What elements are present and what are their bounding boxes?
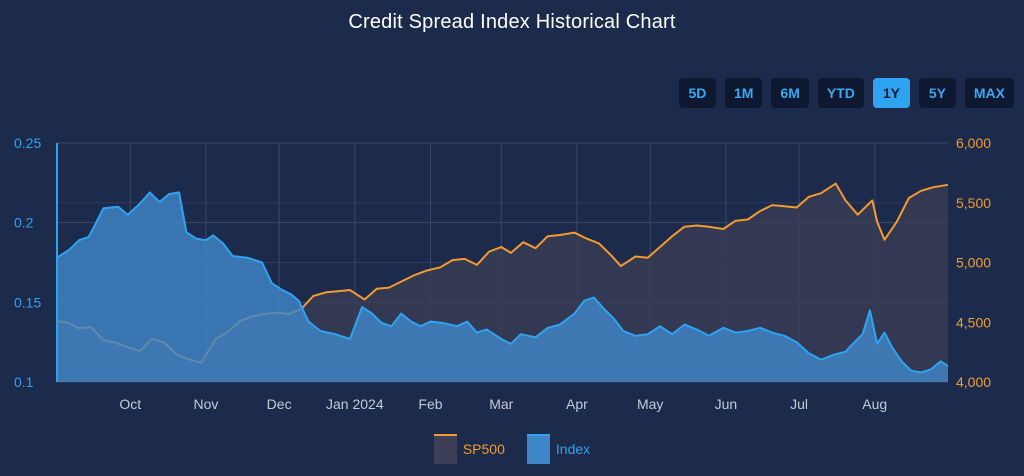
right-tick-label: 5,500	[956, 195, 991, 211]
index-line	[56, 191, 949, 374]
legend-item-index[interactable]: Index	[526, 434, 591, 464]
left-tick-label: 0.15	[14, 294, 41, 310]
index-legend-label: Index	[555, 441, 591, 457]
range-5d-button[interactable]: 5D	[678, 78, 716, 108]
x-tick-label: Jul	[790, 396, 808, 412]
right-tick-label: 4,500	[956, 314, 991, 330]
legend: SP500 Index	[0, 434, 1024, 464]
left-tick-label: 0.1	[14, 374, 34, 390]
range-selector: 5D 1M 6M YTD 1Y 5Y MAX	[678, 78, 1014, 108]
left-tick-label: 0.25	[14, 135, 41, 151]
x-tick-label: Dec	[267, 396, 292, 412]
x-axis-ticks: Oct Nov Dec Jan 2024 Feb Mar Apr May Jun Jul Aug	[119, 396, 887, 412]
chart-title: Credit Spread Index Historical Chart	[348, 11, 676, 33]
x-tick-label: Jan 2024	[326, 396, 384, 412]
x-tick-label: Nov	[193, 396, 218, 412]
range-6m-button[interactable]: 6M	[771, 78, 809, 108]
sp500-swatch	[433, 434, 457, 464]
sp500-legend-label: SP500	[462, 441, 505, 457]
right-axis-ticks: 4,000 4,500 5,000 5,500 6,000	[956, 135, 991, 390]
range-1m-button[interactable]: 1M	[724, 78, 763, 108]
x-tick-label: May	[637, 396, 663, 412]
series-layer	[56, 143, 949, 382]
right-tick-label: 5,000	[956, 255, 991, 271]
range-5y-button[interactable]: 5Y	[918, 78, 956, 108]
index-swatch	[526, 434, 550, 464]
x-tick-label: Oct	[119, 396, 141, 412]
left-tick-label: 0.2	[14, 215, 34, 231]
range-1y-button[interactable]: 1Y	[872, 78, 910, 108]
x-tick-label: Apr	[566, 396, 588, 412]
x-tick-label: Mar	[489, 396, 513, 412]
x-tick-label: Feb	[418, 396, 442, 412]
index-area	[57, 192, 948, 382]
range-ytd-button[interactable]: YTD	[817, 78, 864, 108]
x-tick-label: Jun	[715, 396, 738, 412]
legend-item-sp500[interactable]: SP500	[433, 434, 505, 464]
right-tick-label: 6,000	[956, 135, 991, 151]
range-max-button[interactable]: MAX	[964, 78, 1014, 108]
left-axis-ticks: 0.1 0.15 0.2 0.25	[14, 135, 41, 390]
x-tick-label: Aug	[862, 396, 887, 412]
right-tick-label: 4,000	[956, 374, 991, 390]
